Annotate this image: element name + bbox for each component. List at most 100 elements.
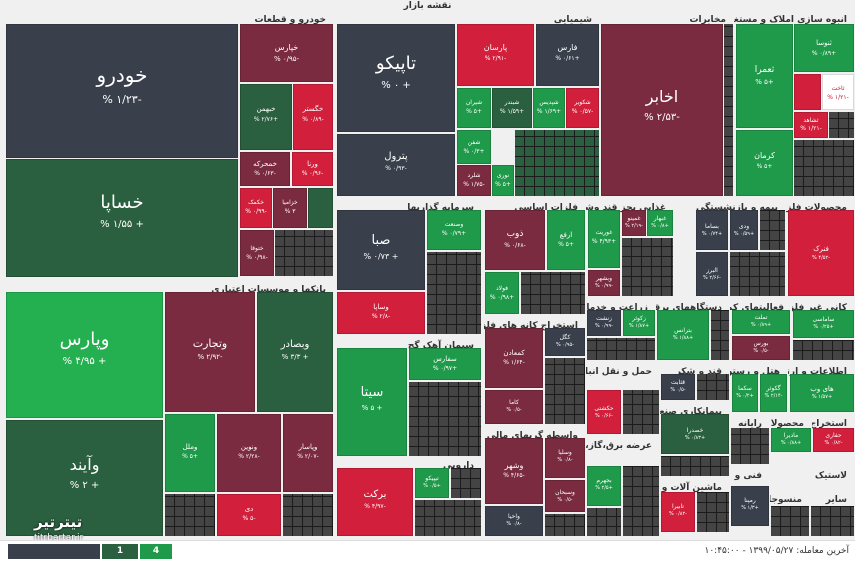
tile-vebsader[interactable]: وبصادر + ۳/۳ % bbox=[257, 292, 333, 412]
tile-virana[interactable]: ورنا -۰/۹۶ % bbox=[292, 152, 333, 186]
section-sayer: سایر bbox=[810, 490, 855, 538]
tile-vayand[interactable]: وآیند + ۲ % bbox=[6, 420, 163, 536]
tile-pct: +۰/۸۹ % bbox=[811, 50, 837, 57]
tile-name: برکت bbox=[363, 489, 387, 500]
tile-sashahed[interactable]: ثشاهد -۱/۲۱ % bbox=[794, 112, 828, 138]
tile-hakshti[interactable]: حکشتی -۰/۶۶ % bbox=[587, 390, 621, 434]
tile-zekoter[interactable]: زکوثر +۱/۸۷ % bbox=[623, 310, 655, 336]
tile-tabira[interactable]: تابیرا -۰/۸۲ % bbox=[661, 492, 695, 532]
tile-souna[interactable]: ثنوسا +۰/۸۹ % bbox=[794, 24, 854, 72]
tile-pct: -۰/۹۹ % bbox=[595, 323, 613, 329]
tile-kowsar[interactable]: گکوثر -۲/۱۴ % bbox=[760, 374, 787, 412]
tile-khepars[interactable]: خپارس -۰/۹۵ % bbox=[240, 24, 333, 82]
tile-pct: -۲/۸ % bbox=[371, 313, 391, 320]
legend-box-dark[interactable] bbox=[8, 544, 100, 559]
tile-albor[interactable]: البرز -۲/۶۶ % bbox=[696, 252, 728, 296]
tile-bejhram[interactable]: بجهرم +۲/۵ % bbox=[587, 466, 621, 506]
tile-vepasar[interactable]: وپاسار -۲/۰۷ % bbox=[283, 414, 333, 492]
tile-name: فولاد bbox=[495, 285, 509, 292]
tile-vedi[interactable]: ودی +۰/۵۹ % bbox=[730, 210, 758, 250]
tile-vebeshhar[interactable]: وبشهر -۰/۹۹ % bbox=[588, 270, 620, 296]
tile-nouri[interactable]: نوری +۵ % bbox=[492, 165, 514, 196]
tile-shebandar[interactable]: شبندر +۱/۵۹ % bbox=[492, 88, 532, 128]
tile-semara[interactable]: ثعمرا +۵ % bbox=[736, 24, 793, 128]
tile-vashahr[interactable]: وشهر -۴/۶۵ % bbox=[485, 438, 543, 504]
status-bar: 1 4 آخرین معامله: ۱۳۹۹/۰۵/۲۷ - ۱۰:۴۵:۰۰ bbox=[0, 540, 855, 561]
tile-fulad[interactable]: فولاد +۰/۹۸ % bbox=[485, 272, 519, 314]
tile-fanak[interactable]: فنرک -۴/۵۲ % bbox=[788, 210, 854, 296]
tile-arfa[interactable]: ارفع +۵ % bbox=[547, 210, 585, 270]
tile-kamadan[interactable]: کمعادن -۱/۶۴ % bbox=[485, 328, 543, 388]
tile-hayweb[interactable]: های وب +۱/۵۷ % bbox=[790, 374, 854, 412]
tile-parsan[interactable]: پارسان -۲/۹۱ % bbox=[457, 24, 534, 86]
tile-khasapa[interactable]: خساپا + ۱/۵۵ % bbox=[6, 159, 238, 277]
tile-name: غبهار bbox=[653, 215, 667, 222]
tile-sekma[interactable]: سکما +۰/۲ % bbox=[732, 374, 758, 412]
tile-vesanat[interactable]: وصنعت +۰/۷۹ % bbox=[427, 210, 481, 250]
tile-madira[interactable]: مادیرا +۰/۸۸ % bbox=[771, 428, 811, 452]
tile-khamhereh[interactable]: خمحرکه -۰/۶۳ % bbox=[240, 152, 290, 186]
tile-khezamia[interactable]: خزامیا ۳ % bbox=[273, 188, 307, 228]
tile-name: وشهر bbox=[504, 461, 524, 470]
tile-vahana[interactable]: واحیا -۰/۸ % bbox=[485, 506, 543, 536]
tile-vesapa[interactable]: وساپا -۲/۸ % bbox=[337, 292, 425, 334]
tile-pct: -۰/۹۸ % bbox=[246, 254, 268, 261]
tile-sefars[interactable]: سفارس +۰/۹۷ % bbox=[409, 348, 481, 380]
tile-red-small[interactable] bbox=[794, 74, 821, 110]
tile-barkat[interactable]: برکت -۴/۹۷ % bbox=[337, 468, 413, 536]
tile-sharad[interactable]: شلرد -۱/۷۵ % bbox=[457, 165, 491, 196]
tile-name: ختوقا bbox=[250, 245, 264, 252]
tile-vanovin[interactable]: ونوین -۲/۲۸ % bbox=[217, 414, 281, 492]
tile-name: وسلیا bbox=[558, 449, 572, 456]
tile-vamelal[interactable]: وملل +۵ % bbox=[165, 414, 215, 492]
tile-name: زکوثر bbox=[632, 315, 646, 322]
tile-vepars[interactable]: وپارس + ۴/۹۵ % bbox=[6, 292, 163, 418]
tile-pct: -۱/۷۵ % bbox=[463, 181, 485, 188]
tile-khodro[interactable]: خودرو -۱/۲۳ % bbox=[6, 24, 238, 158]
tile-dey[interactable]: دی -۵ % bbox=[217, 494, 281, 536]
tile-shefen[interactable]: شفن +۰/۳ % bbox=[457, 130, 491, 164]
tile-ghebhar[interactable]: غبهار +۰/۸ % bbox=[647, 210, 673, 236]
tile-khaltoga[interactable]: ختوقا -۰/۹۸ % bbox=[240, 230, 274, 276]
tile-salami[interactable]: ساماسی +۰/۲۵ % bbox=[793, 310, 854, 338]
tile-remapna[interactable]: رمپنا +۱/۳ % bbox=[731, 486, 769, 526]
tile-boors[interactable]: بورس -۰/۵ % bbox=[732, 336, 790, 360]
tile-setak[interactable]: ثاخت -۱/۲۱ % bbox=[822, 74, 854, 110]
tile-basama[interactable]: بساما +۰/۷۴ % bbox=[696, 210, 728, 250]
tile-khegostar[interactable]: خگستر -۰/۸۹ % bbox=[293, 84, 333, 150]
tile-tamet[interactable]: تملت +۰/۸۹ % bbox=[732, 310, 790, 334]
tile-sita[interactable]: سیتا + ۵ % bbox=[337, 348, 407, 456]
legend-box-green[interactable]: 4 bbox=[140, 544, 172, 559]
small-tiles-cluster bbox=[771, 506, 809, 536]
tile-shepdis[interactable]: شپدیس +۱/۶۹ % bbox=[533, 88, 565, 128]
tile-khebahman[interactable]: خبهمن +۲/۷۶ % bbox=[240, 84, 292, 150]
tile-ghamina[interactable]: غمینو -۲/۱۹ % bbox=[622, 210, 646, 236]
tile-saba[interactable]: صبا + ۰/۷۳ % bbox=[337, 210, 425, 290]
tile-akhaber[interactable]: اخابر -۲/۵۳ % bbox=[601, 24, 723, 196]
tile-name: شفن bbox=[467, 139, 481, 146]
tile-tapiko[interactable]: تاپیکو + ۰ % bbox=[337, 24, 455, 132]
tile-kegol[interactable]: کگل -۰/۹۵ % bbox=[545, 328, 585, 356]
tile-fars[interactable]: فارس +۰/۶۱ % bbox=[536, 24, 599, 86]
tile-shiran[interactable]: شیران +۵ % bbox=[457, 88, 491, 128]
tile-zob[interactable]: ذوب -۰/۶۸ % bbox=[485, 210, 545, 270]
tile-tipiko[interactable]: تیپیکو +۰/۵ % bbox=[415, 468, 449, 498]
tile-khazar[interactable]: خصدرا +۰/۸۳ % bbox=[661, 414, 729, 454]
tile-khakomak[interactable]: خکمک -۰/۹۹ % bbox=[240, 188, 272, 228]
tile-pct: -۰/۵۷ % bbox=[571, 108, 594, 115]
tile-bataris[interactable]: بترانس +۱/۸۸ % bbox=[657, 310, 709, 360]
tile-vesalia[interactable]: وسلیا -۰/۸ % bbox=[545, 438, 585, 478]
tile-small-green[interactable] bbox=[308, 188, 333, 228]
tile-zenesh[interactable]: زنشت -۰/۹۹ % bbox=[587, 310, 621, 336]
tile-name: نوری bbox=[496, 172, 510, 179]
tile-kerman[interactable]: کرمان +۵ % bbox=[736, 130, 793, 196]
tile-shekavir[interactable]: شکویر -۰/۵۷ % bbox=[566, 88, 599, 128]
legend-box-darkgreen[interactable]: 1 bbox=[102, 544, 138, 559]
tile-vesiaban[interactable]: وسبحان -۰/۵ % bbox=[545, 480, 585, 512]
tile-ghoorit[interactable]: غوریت +۴/۹۳ % bbox=[588, 210, 620, 268]
tile-vatejarat[interactable]: وتجارت -۲/۹۲ % bbox=[165, 292, 255, 412]
tile-gesafha[interactable]: قثابت -۰/۵ % bbox=[661, 374, 695, 400]
tile-kama[interactable]: کاما -۰/۵ % bbox=[485, 390, 543, 424]
tile-petrol[interactable]: پترول -۰/۹۳ % bbox=[337, 134, 455, 196]
tile-hafari[interactable]: حفاری -۰/۸۲ % bbox=[813, 428, 854, 452]
